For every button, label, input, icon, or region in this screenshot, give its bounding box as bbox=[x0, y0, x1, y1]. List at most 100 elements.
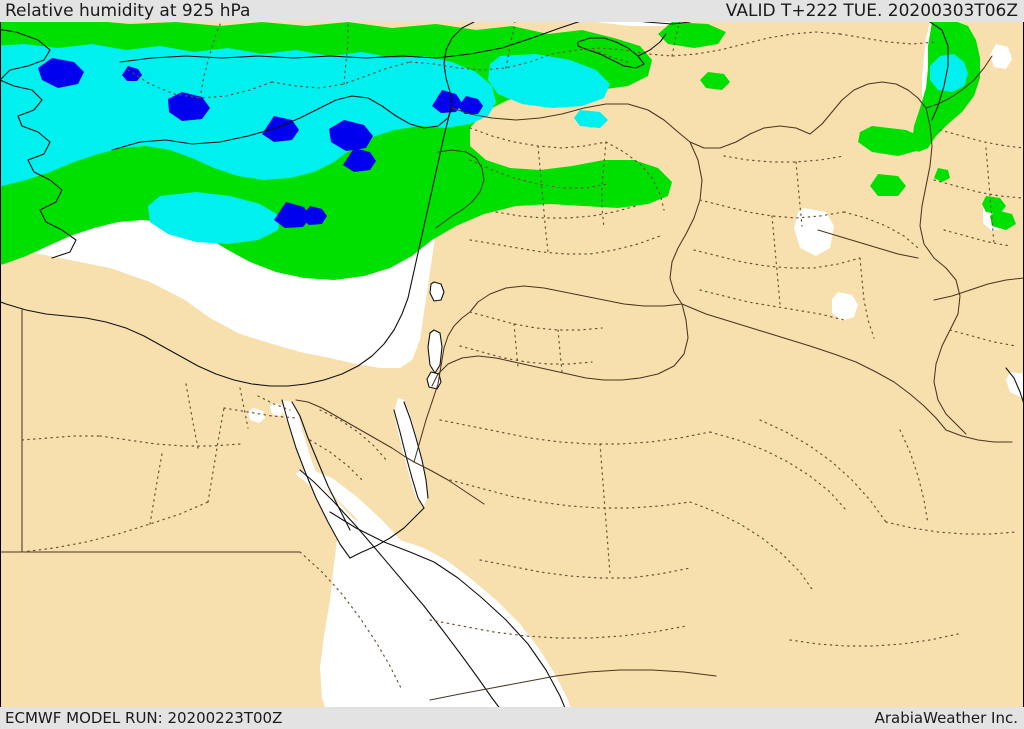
dotted-iraq-h bbox=[795, 161, 803, 227]
humidity-blue-core-a bbox=[38, 58, 84, 88]
border-iran-armenia bbox=[925, 55, 993, 109]
dotted-iran-d bbox=[985, 147, 995, 245]
outline-sea-of-galilee bbox=[429, 281, 445, 302]
attribution-label: ArabiaWeather Inc. bbox=[874, 709, 1018, 727]
dotted-iran-c bbox=[943, 229, 1011, 247]
dead-sea bbox=[428, 330, 442, 373]
dotted-turkey-g bbox=[199, 19, 223, 99]
humidity-blue-core-e bbox=[343, 148, 376, 172]
coast-greece bbox=[0, 28, 77, 259]
internal-border-layer bbox=[21, 7, 1024, 691]
humidity-green-iraq-b bbox=[870, 174, 906, 196]
dotted-jordan-a bbox=[469, 311, 603, 331]
humidity-green-spot-c bbox=[990, 210, 1016, 230]
dotted-saudi-d bbox=[599, 443, 611, 575]
footer-bar bbox=[0, 707, 1024, 729]
page-title: Relative humidity at 925 hPa bbox=[5, 1, 251, 21]
dotted-iraq-e bbox=[859, 257, 875, 339]
valid-time-label: VALID T+222 TUE. 20200303T06Z bbox=[725, 1, 1018, 21]
dotted-egypt-e bbox=[99, 435, 241, 447]
humidity-cyan-small-a bbox=[290, 88, 316, 104]
dotted-egypt-h bbox=[257, 395, 291, 411]
coast-suez-east bbox=[291, 401, 351, 531]
dotted-saudi-c bbox=[449, 479, 691, 509]
border-israel-jordan bbox=[413, 311, 471, 463]
coast-anatolia-south bbox=[111, 21, 475, 151]
border-syria-jordan bbox=[469, 285, 683, 313]
humidity-blue-core-j bbox=[122, 66, 142, 81]
dotted-saudi-i bbox=[899, 429, 929, 525]
coast-anatolia-north bbox=[119, 19, 585, 63]
dotted-sinai-b bbox=[309, 439, 365, 483]
humidity-green-iraq-c bbox=[934, 168, 950, 182]
coast-redsea-west bbox=[299, 469, 513, 725]
dotted-egypt-c bbox=[149, 453, 163, 525]
coast-caspian bbox=[929, 21, 949, 121]
coast-sinai-east bbox=[393, 409, 425, 509]
dotted-iraq-b bbox=[843, 211, 919, 249]
lake-nasser bbox=[248, 408, 265, 423]
dotted-saudi-h bbox=[759, 419, 887, 523]
dotted-syria-g bbox=[469, 235, 661, 255]
dotted-jordan-d bbox=[557, 329, 563, 373]
coast-redsea-east bbox=[329, 511, 571, 721]
dotted-egypt-f bbox=[185, 383, 199, 449]
dotted-saudi-a bbox=[439, 419, 711, 445]
border-iraq-iran bbox=[919, 107, 967, 435]
dotted-egypt-g bbox=[239, 387, 249, 429]
dotted-cyprus bbox=[581, 47, 629, 63]
humidity-cyan-main bbox=[0, 44, 496, 187]
dotted-iraq-c bbox=[693, 249, 861, 269]
outline-dead-sea-south bbox=[426, 371, 442, 390]
border-jordan-saudi bbox=[431, 303, 689, 387]
dotted-iraq-g bbox=[723, 155, 845, 163]
dotted-egypt-d bbox=[223, 407, 297, 419]
dotted-syria-b bbox=[605, 141, 665, 211]
dotted-syria-d bbox=[495, 205, 637, 219]
border-iran-nw-2 bbox=[817, 229, 919, 259]
dotted-jordan-b bbox=[459, 345, 593, 365]
dotted-syria-c bbox=[469, 159, 609, 189]
coast-aqaba-east bbox=[403, 401, 429, 499]
humidity-green-turkey-nw bbox=[658, 22, 726, 48]
coast-cyprus bbox=[577, 37, 645, 69]
border-syria-iraq bbox=[669, 141, 703, 305]
border-sinai-east bbox=[413, 461, 485, 505]
dotted-saudi-k bbox=[789, 633, 959, 647]
dotted-turkey-d bbox=[551, 47, 697, 57]
dotted-turkey-e bbox=[695, 31, 841, 55]
humidity-green-spot-b bbox=[982, 196, 1006, 214]
dotted-turkey-j bbox=[671, 7, 683, 57]
dotted-iran-b bbox=[933, 179, 1023, 199]
humidity-blue-core-b bbox=[168, 92, 210, 121]
dotted-turkey-f bbox=[839, 33, 937, 45]
humidity-green-levant-low bbox=[428, 180, 484, 214]
lake-small-a bbox=[794, 208, 834, 256]
coast-levant bbox=[0, 105, 453, 387]
humidity-blue-core-i bbox=[458, 96, 483, 114]
dotted-saudi-e bbox=[689, 501, 815, 593]
border-lebanon bbox=[435, 149, 485, 229]
humidity-blue-core-h bbox=[432, 90, 462, 113]
header-bar bbox=[0, 0, 1024, 22]
border-turkey-iraq-iran bbox=[809, 81, 927, 135]
humidity-band-high bbox=[0, 44, 968, 244]
coast-persian-gulf bbox=[1005, 367, 1024, 405]
humidity-band-very-high bbox=[38, 58, 483, 228]
humidity-cyan-iran-core bbox=[930, 54, 968, 92]
model-run-label: ECMWF MODEL RUN: 20200223T00Z bbox=[5, 709, 283, 727]
humidity-green-spot-a bbox=[700, 72, 730, 90]
border-saudi-iraq bbox=[681, 303, 947, 431]
border-turkmen bbox=[933, 277, 1024, 301]
humidity-blue-core-d bbox=[329, 120, 373, 151]
dotted-turkey-a bbox=[127, 69, 273, 99]
gulf-of-aqaba bbox=[394, 398, 428, 506]
humidity-cyan-turkey-east bbox=[488, 54, 610, 108]
red-sea-head bbox=[320, 512, 574, 722]
humidity-cyan-east-spot bbox=[574, 110, 608, 128]
lake-small-b bbox=[832, 292, 858, 321]
border-israel-egypt bbox=[295, 399, 415, 463]
